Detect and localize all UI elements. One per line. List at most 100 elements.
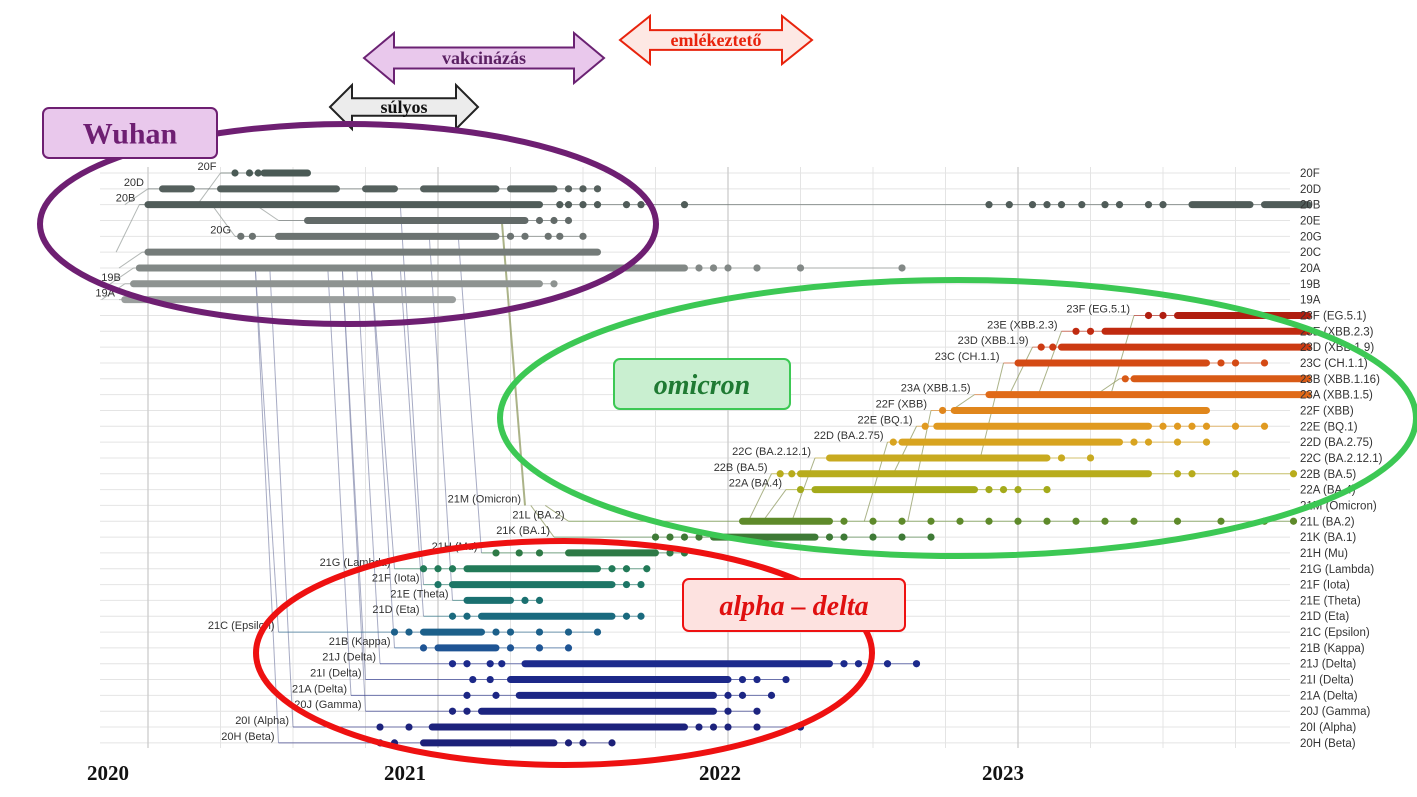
inline-clade-label: 21A (Delta) [292, 683, 347, 695]
inline-clade-label: 22F (XBB) [876, 398, 927, 410]
right-clade-label: 20H (Beta) [1300, 738, 1356, 750]
inline-clade-label: 20G [210, 224, 231, 236]
x-tick-label: 2020 [87, 761, 129, 785]
right-clade-label: 23C (CH.1.1) [1300, 358, 1368, 370]
clade-sample-dot [695, 533, 703, 541]
clade-sample-dot [405, 723, 413, 731]
inline-clade-label: 23E (XBB.2.3) [987, 319, 1057, 331]
branch-connector [341, 267, 366, 712]
clade-sample-dot [521, 596, 529, 605]
clade-sample-dot [840, 517, 848, 525]
inline-clade-label: 23F (EG.5.1) [1066, 303, 1130, 315]
clade-sample-dot [985, 486, 993, 494]
group-label-box [42, 107, 218, 159]
clade-sample-dot [753, 707, 761, 715]
clade-22d [887, 438, 1211, 446]
clade-sample-dot [564, 201, 573, 209]
inline-clade-label: 23C (CH.1.1) [935, 351, 1000, 363]
clade-sample-dot [622, 612, 631, 620]
clade-sample-dot [593, 185, 602, 193]
right-clade-label: 20G [1300, 231, 1322, 243]
clade-22c [815, 454, 1095, 462]
clade-sample-dot [1202, 438, 1211, 446]
clade-sample-dot [1014, 486, 1022, 494]
clade-sample-dot [695, 264, 703, 272]
clade-sample-dot [556, 232, 564, 240]
right-clade-label: 21K (BA.1) [1300, 532, 1356, 544]
clade-sample-dot [724, 691, 732, 699]
clade-sample-dot [939, 406, 947, 415]
annotation-overlay: emlékeztető vakcinázás súlyos Wuhan omicron a… [37, 13, 1417, 768]
clade-sample-dot [840, 533, 848, 541]
clade-sample-dot [564, 628, 573, 636]
inline-clade-label: 21K (BA.1) [496, 525, 550, 537]
clade-20j [365, 707, 761, 715]
inline-clade-label: 19B [101, 272, 121, 284]
clade-sample-dot [753, 675, 761, 684]
right-clade-label: 23F (EG.5.1) [1300, 310, 1367, 322]
clade-sample-dot [1231, 422, 1240, 430]
clade-sample-dot [1028, 201, 1037, 209]
inline-clade-label: 22B (BA.5) [714, 462, 768, 474]
clade-21f [423, 580, 645, 589]
clade-sample-dot [1057, 454, 1066, 462]
inline-clade-label: 22C (BA.2.12.1) [732, 446, 811, 458]
clade-20f [220, 169, 311, 177]
inline-clade-label: 20F [198, 161, 217, 173]
clade-sample-dot [985, 201, 993, 209]
clade-sample-dot [1289, 470, 1298, 478]
clade-sample-dot [1005, 201, 1013, 209]
clade-sample-dot [788, 470, 796, 478]
clade-21i [365, 675, 790, 684]
clade-sample-dot [1231, 359, 1240, 367]
clade-sample-dot [1043, 486, 1051, 494]
clade-21l [568, 517, 1298, 525]
clade-22f [931, 406, 1210, 415]
clade-sample-dot [854, 660, 863, 668]
clade-sample-dot [1072, 327, 1080, 335]
right-clade-label: 20D [1300, 184, 1321, 196]
inline-clade-label: 20B [116, 193, 136, 205]
clade-sample-dot [724, 264, 732, 272]
clade-23f [1134, 311, 1312, 320]
clade-sample-dot [463, 612, 471, 620]
clade-sample-dot [724, 707, 732, 715]
clade-sample-dot [1217, 359, 1225, 367]
clade-sample-dot [254, 169, 262, 177]
x-axis-ticks: 2020 2021 2022 2023 [87, 761, 1024, 785]
inline-clade-label: 21I (Delta) [310, 668, 361, 680]
clade-23b [1119, 375, 1312, 383]
clade-sample-dot [579, 201, 587, 209]
clade-sample-dot [796, 264, 805, 272]
clade-sample-dot [1260, 422, 1269, 430]
clade-sample-dot [498, 660, 506, 668]
clade-20e [278, 216, 573, 225]
clade-sample-dot [492, 549, 500, 557]
branch-connector [747, 473, 772, 522]
clade-sample-dot [390, 628, 399, 636]
right-clade-label: 20I (Alpha) [1300, 722, 1356, 734]
clade-21h [481, 549, 689, 557]
clade-sample-dot [463, 691, 471, 699]
clade-sample-dot [506, 644, 515, 652]
branch-connector [254, 267, 279, 743]
branch-connector [211, 204, 236, 237]
right-clade-label: 19B [1300, 279, 1321, 291]
clade-sample-dot [564, 185, 573, 193]
clade-sample-dot [1173, 517, 1182, 525]
clade-sample-dot [1188, 422, 1196, 430]
clade-sample-dot [564, 739, 573, 747]
clade-sample-dot [579, 232, 587, 240]
clade-sample-dot [637, 580, 645, 589]
right-clade-label: 23B (XBB.1.16) [1300, 374, 1380, 386]
group-label: alpha – delta [719, 591, 868, 622]
group-label: omicron [654, 370, 750, 401]
clade-sample-dot [535, 216, 544, 225]
clade-sample-dot [469, 675, 477, 684]
clade-sample-dot [1049, 343, 1057, 351]
right-clade-label: 21E (Theta) [1300, 595, 1361, 607]
clade-sample-dot [376, 723, 384, 731]
branch-connector [457, 236, 482, 553]
clade-sample-dot [637, 201, 645, 209]
right-clade-label: 20A [1300, 263, 1321, 275]
